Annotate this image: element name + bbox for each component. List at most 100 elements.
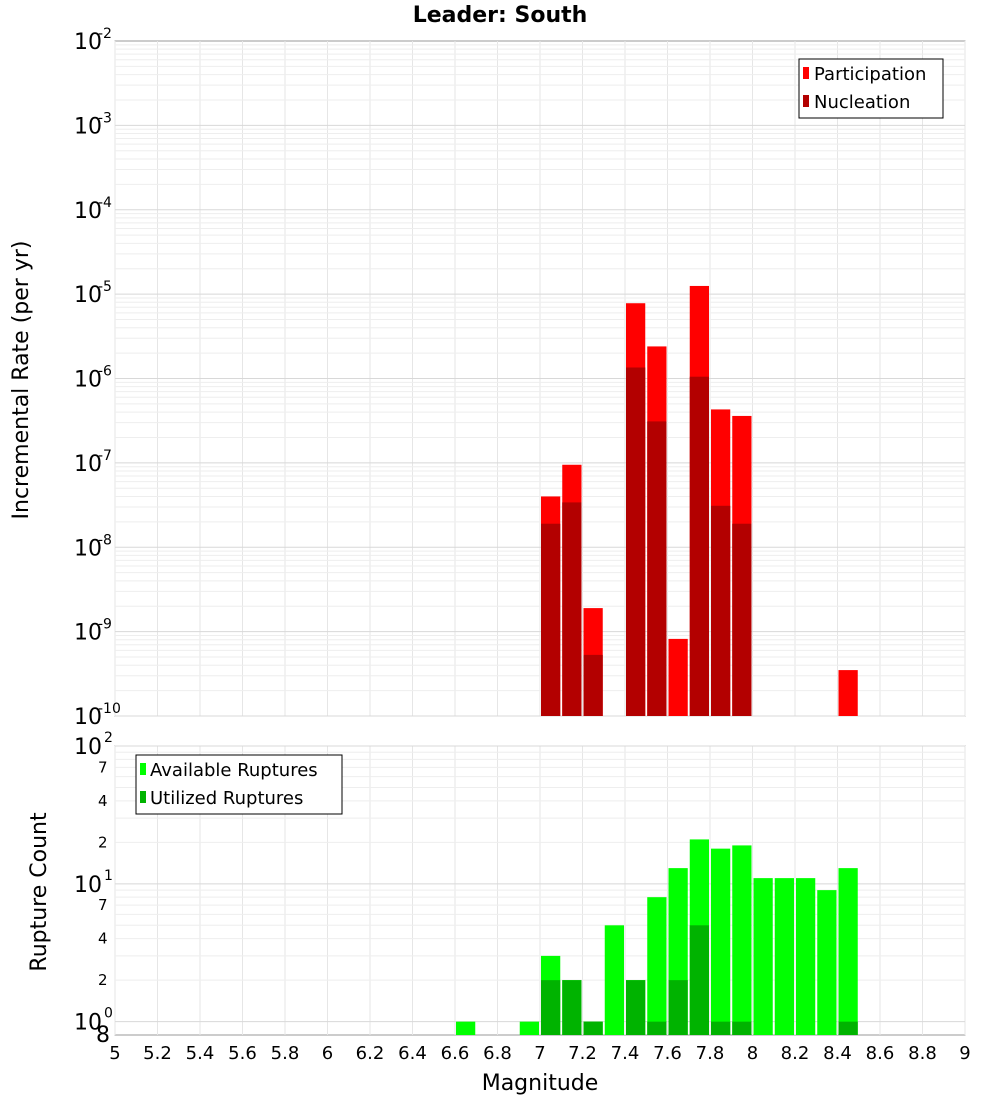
bottom-y-axis-title: Rupture Count (27, 812, 52, 972)
nucleation-bar (689, 376, 709, 716)
x-tick-label: 7.4 (611, 1043, 640, 1064)
top-y-tick-base: 10 (74, 452, 102, 477)
bottom-y-tick-base: 10 (74, 735, 102, 760)
participation-bar (668, 638, 688, 716)
x-tick-label: 5.8 (271, 1043, 300, 1064)
available-ruptures-bar (711, 848, 731, 1035)
available-ruptures-bar (817, 890, 837, 1035)
nucleation-bar (562, 502, 582, 716)
nucleation-legend-label: Nucleation (814, 92, 910, 113)
top-y-tick-exponent: -10 (98, 701, 121, 717)
top-legend: Participation Nucleation (798, 58, 944, 119)
x-tick-labels: 5 5.2 5.4 5.6 5.8 6 6.2 6.4 6.6 6.8 7 7.2 7.4 7.6 7.8 8… (109, 1043, 970, 1064)
bottom-y-minor-tick-label: 8 (96, 1023, 110, 1048)
available-ruptures-bar (647, 897, 667, 1035)
utilized-ruptures-legend-label: Utilized Ruptures (150, 788, 303, 809)
bottom-y-minor-tick-label: 2 (98, 971, 108, 989)
x-tick-label: 5 (109, 1043, 120, 1064)
utilized-ruptures-bar (689, 925, 709, 1035)
top-y-axis-title: Incremental Rate (per yr) (9, 241, 34, 520)
x-tick-label: 5.6 (228, 1043, 257, 1064)
available-ruptures-bar (732, 845, 752, 1035)
top-y-tick-base: 10 (74, 368, 102, 393)
nucleation-bar (541, 523, 561, 716)
top-y-tick-base: 10 (74, 705, 102, 730)
x-tick-label: 7.2 (568, 1043, 597, 1064)
x-tick-label: 8.4 (823, 1043, 852, 1064)
available-ruptures-bar (838, 868, 858, 1035)
bottom-y-minor-tick-label: 2 (98, 833, 108, 851)
top-y-tick-base: 10 (74, 30, 102, 55)
bottom-y-minor-tick-label: 4 (98, 792, 108, 810)
top-gridlines (114, 41, 966, 717)
nucleation-bar (626, 367, 646, 716)
x-tick-label: 5.2 (143, 1043, 172, 1064)
utilized-ruptures-bar (647, 1021, 667, 1035)
top-bars (541, 285, 858, 716)
x-tick-label: 8 (747, 1043, 758, 1064)
utilized-ruptures-bar (668, 980, 688, 1035)
utilized-ruptures-bar (583, 1021, 603, 1035)
x-axis-title: Magnitude (482, 1071, 599, 1096)
top-y-tick-exponent: -7 (98, 448, 112, 464)
nucleation-bar (647, 421, 667, 716)
x-tick-label: 7.8 (696, 1043, 725, 1064)
top-legend-box (798, 58, 944, 119)
bottom-y-tick-exponent: 1 (104, 868, 113, 884)
utilized-ruptures-bar (711, 1021, 731, 1035)
x-tick-label: 8.2 (781, 1043, 810, 1064)
nucleation-legend-swatch (803, 95, 809, 107)
x-tick-label: 5.4 (186, 1043, 215, 1064)
available-ruptures-bar (604, 925, 624, 1035)
bottom-bars (456, 839, 858, 1035)
chart-title: Leader: South (413, 3, 588, 28)
top-y-tick-exponent: -8 (98, 532, 112, 548)
available-ruptures-bar (753, 878, 773, 1035)
x-tick-label: 6.6 (441, 1043, 470, 1064)
x-tick-label: 8.6 (866, 1043, 895, 1064)
utilized-ruptures-bar (626, 980, 646, 1035)
top-y-tick-base: 10 (74, 536, 102, 561)
x-tick-label: 9 (959, 1043, 970, 1064)
participation-bar (838, 670, 858, 716)
top-y-tick-base: 10 (74, 114, 102, 139)
top-y-tick-base: 10 (74, 283, 102, 308)
utilized-ruptures-legend-swatch (140, 791, 146, 803)
bottom-y-minor-tick-label: 4 (98, 930, 108, 948)
utilized-ruptures-bar (562, 980, 582, 1035)
x-tick-label: 6 (322, 1043, 333, 1064)
nucleation-bar (711, 505, 731, 716)
utilized-ruptures-bar (541, 980, 561, 1035)
x-tick-label: 7 (534, 1043, 545, 1064)
bottom-legend: Available Ruptures Utilized Ruptures (135, 754, 343, 815)
top-y-tick-exponent: -2 (98, 26, 112, 42)
x-tick-label: 8.8 (908, 1043, 937, 1064)
top-y-tick-exponent: -4 (98, 195, 112, 211)
bottom-legend-box (135, 754, 343, 815)
participation-legend-label: Participation (814, 64, 926, 85)
available-ruptures-legend-swatch (140, 763, 146, 775)
nucleation-bar (583, 654, 603, 716)
bottom-y-tick-exponent: 0 (104, 1006, 113, 1022)
top-y-tick-exponent: -9 (98, 617, 112, 633)
bottom-y-minor-tick-label: 7 (98, 896, 108, 914)
top-y-tick-base: 10 (74, 199, 102, 224)
bottom-y-tick-exponent: 2 (104, 730, 113, 746)
x-tick-label: 6.2 (356, 1043, 385, 1064)
utilized-ruptures-bar (838, 1021, 858, 1035)
available-ruptures-legend-label: Available Ruptures (150, 760, 318, 781)
x-tick-label: 6.8 (483, 1043, 512, 1064)
utilized-ruptures-bar (732, 1021, 752, 1035)
participation-legend-swatch (803, 67, 809, 79)
bottom-y-tick-base: 10 (74, 1011, 102, 1036)
nucleation-bar (732, 523, 752, 716)
bottom-y-minor-tick-label: 7 (98, 758, 108, 776)
available-ruptures-bar (774, 878, 794, 1035)
available-ruptures-bar (796, 878, 816, 1035)
available-ruptures-bar (456, 1021, 476, 1035)
